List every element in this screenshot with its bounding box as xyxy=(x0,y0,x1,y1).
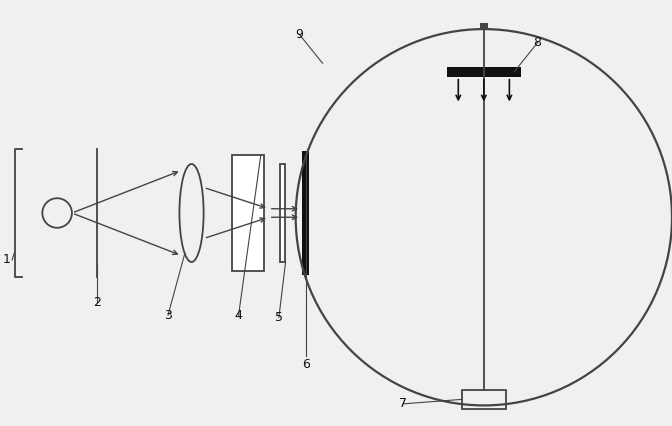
Text: 5: 5 xyxy=(275,311,283,324)
Text: 9: 9 xyxy=(295,28,303,40)
Text: 3: 3 xyxy=(164,309,172,322)
Bar xyxy=(280,164,285,262)
Bar xyxy=(462,390,505,409)
Text: 1: 1 xyxy=(3,253,11,266)
Text: 7: 7 xyxy=(399,397,407,410)
Bar xyxy=(302,151,309,275)
Text: 2: 2 xyxy=(93,296,101,309)
Text: 6: 6 xyxy=(302,358,310,371)
Bar xyxy=(480,23,488,30)
Bar xyxy=(232,155,264,271)
Text: 8: 8 xyxy=(534,36,542,49)
Text: 4: 4 xyxy=(235,309,243,322)
Bar xyxy=(447,67,521,77)
